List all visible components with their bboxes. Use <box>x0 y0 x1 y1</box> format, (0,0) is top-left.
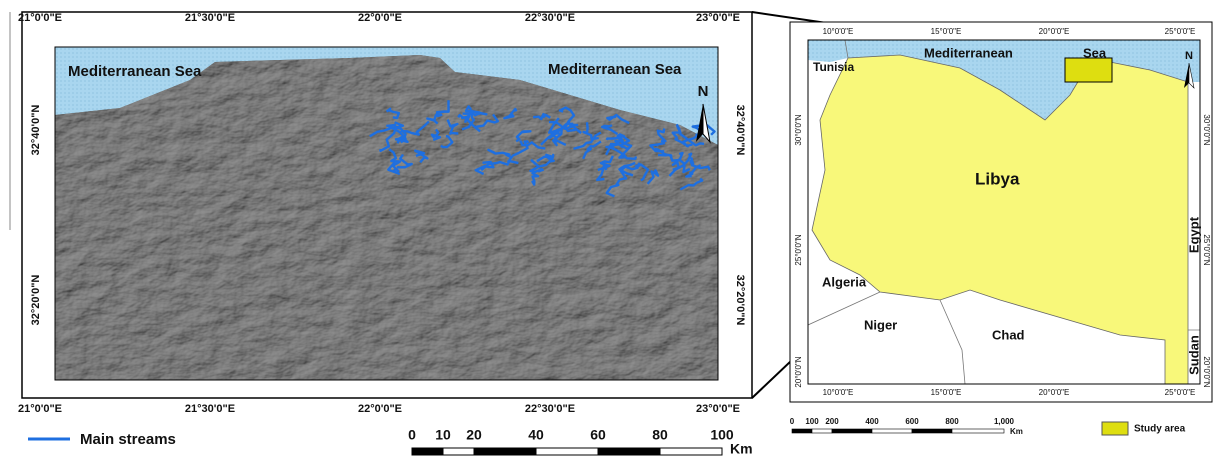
scale-bar-segment <box>832 429 872 433</box>
study-area-box <box>1065 58 1112 82</box>
scale-label: 40 <box>528 427 544 443</box>
north-label: N <box>698 83 709 100</box>
sea-label: Sea <box>1083 45 1107 60</box>
country-label: Sudan <box>1186 335 1201 375</box>
right-tick-label: 32°40'0"N <box>734 105 746 156</box>
left-tick-label: 20°0'0"N <box>794 356 803 387</box>
scale-label: 0 <box>790 417 795 426</box>
scale-bar-segment <box>912 429 952 433</box>
left-tick-label: 32°40'0"N <box>30 105 42 156</box>
country-label: Tunisia <box>813 60 854 74</box>
scale-label: 10 <box>435 427 451 443</box>
figure: Mediterranean Sea Mediterranean Sea N Ma… <box>0 0 1218 458</box>
top-tick-label: 22°0'0"E <box>358 12 402 24</box>
scale-bar-segment <box>952 429 1004 433</box>
scale-label: 400 <box>865 417 879 426</box>
right-tick-label: 30°0'0"N <box>1202 114 1211 145</box>
scale-label: 100 <box>805 417 819 426</box>
country-label: Algeria <box>822 274 867 289</box>
scale-bar-segment <box>872 429 912 433</box>
scale-bar-segment <box>412 448 443 455</box>
scale-label: 80 <box>652 427 668 443</box>
country-label: Chad <box>992 327 1025 342</box>
scale-bar-segment <box>660 448 722 455</box>
country-label: Libya <box>975 169 1020 188</box>
bottom-tick-label: 22°0'0"E <box>358 403 402 415</box>
right-tick-label: 25°0'0"N <box>1202 234 1211 265</box>
legend-label: Main streams <box>80 431 176 448</box>
scale-bar-segment <box>536 448 598 455</box>
legend-swatch <box>1102 422 1128 435</box>
north-label: N <box>1185 50 1193 62</box>
top-tick-label: 23°0'0"E <box>696 12 740 24</box>
country-label: Niger <box>864 317 897 332</box>
scale-label: 0 <box>408 427 416 443</box>
bottom-tick-label: 21°30'0"E <box>185 403 235 415</box>
bottom-tick-label: 20°0'0"E <box>1039 388 1070 397</box>
left-tick-label: 25°0'0"N <box>794 234 803 265</box>
scale-label: 600 <box>905 417 919 426</box>
bottom-tick-label: 21°0'0"E <box>18 403 62 415</box>
scale-label: 20 <box>466 427 482 443</box>
bottom-tick-label: 23°0'0"E <box>696 403 740 415</box>
top-tick-label: 20°0'0"E <box>1039 27 1070 36</box>
bottom-tick-label: 25°0'0"E <box>1165 388 1196 397</box>
study-area-map: Mediterranean Sea Mediterranean Sea N Ma… <box>10 12 752 448</box>
bottom-tick-label: 15°0'0"E <box>931 388 962 397</box>
inset-map: Mediterranean Sea Tunisia Libya Egypt Al… <box>790 22 1212 435</box>
sea-label: Mediterranean Sea <box>68 63 202 80</box>
top-tick-label: 22°30'0"E <box>525 12 575 24</box>
top-tick-label: 10°0'0"E <box>823 27 854 36</box>
country-label: Egypt <box>1186 216 1201 253</box>
sea-label: Mediterranean Sea <box>548 61 682 78</box>
scale-unit: Km <box>1010 427 1023 436</box>
right-tick-label: 20°0'0"N <box>1202 356 1211 387</box>
scale-bar-segment <box>812 429 832 433</box>
left-tick-label: 32°20'0"N <box>30 275 42 326</box>
scale-label: 800 <box>945 417 959 426</box>
scale-bar-segment <box>598 448 660 455</box>
bottom-tick-label: 10°0'0"E <box>823 388 854 397</box>
right-tick-label: 32°20'0"N <box>734 275 746 326</box>
left-tick-label: 30°0'0"N <box>794 114 803 145</box>
bottom-tick-label: 22°30'0"E <box>525 403 575 415</box>
legend-label: Study area <box>1134 424 1186 435</box>
top-tick-label: 15°0'0"E <box>931 27 962 36</box>
scale-label: 200 <box>825 417 839 426</box>
scale-bar-segment <box>474 448 536 455</box>
top-tick-label: 21°0'0"E <box>18 12 62 24</box>
scale-label: 1,000 <box>994 417 1015 426</box>
scale-bar-segment <box>792 429 812 433</box>
sea-label: Mediterranean <box>924 45 1013 60</box>
top-tick-label: 21°30'0"E <box>185 12 235 24</box>
scale-label: 60 <box>590 427 606 443</box>
scale-unit: Km <box>730 441 753 457</box>
top-tick-label: 25°0'0"E <box>1165 27 1196 36</box>
scale-bar-segment <box>443 448 474 455</box>
